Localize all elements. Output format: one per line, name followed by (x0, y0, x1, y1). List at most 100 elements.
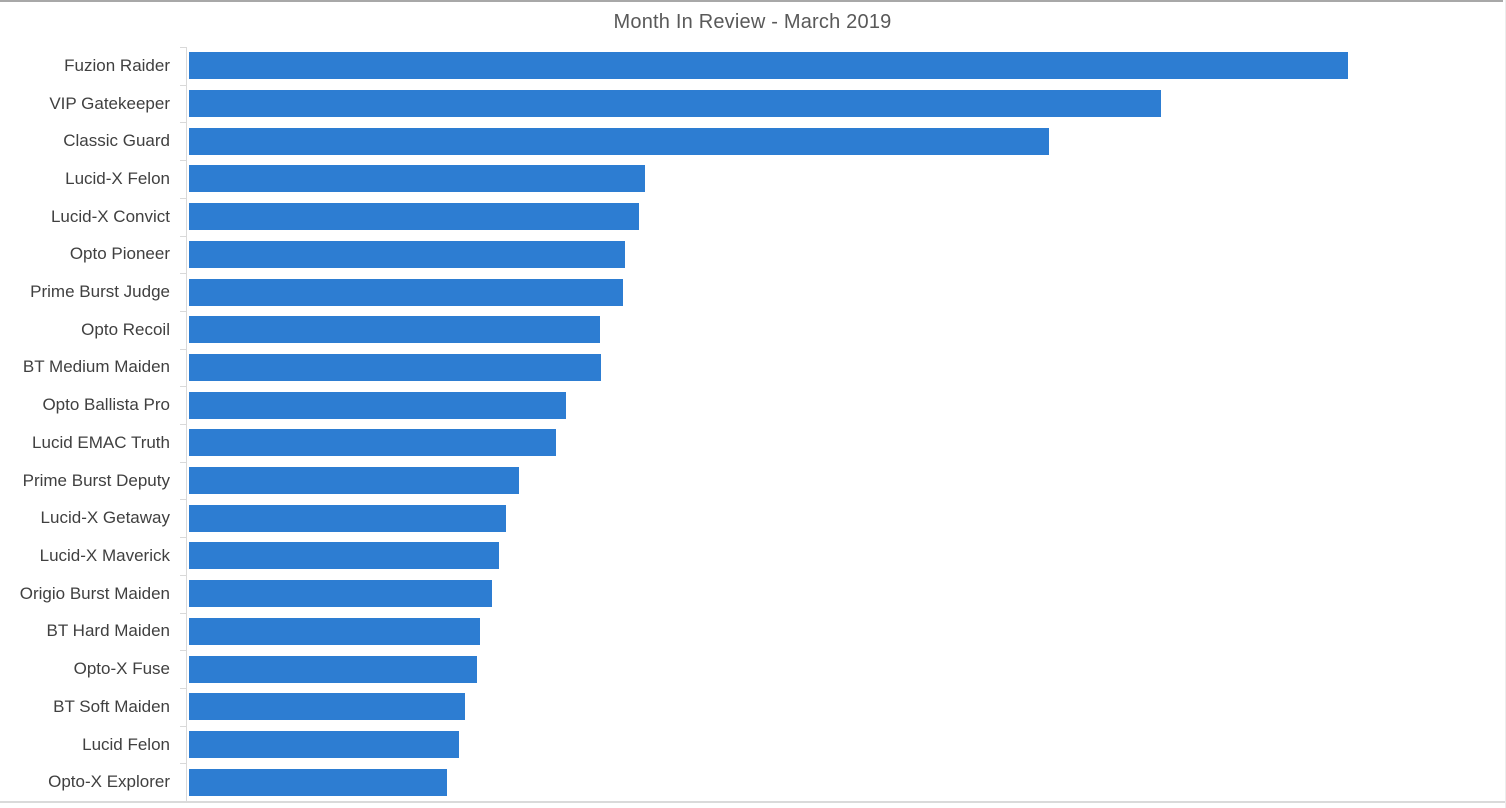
axis-tick (180, 537, 187, 539)
category-label: Classic Guard (63, 131, 170, 151)
category-label: Opto Ballista Pro (42, 395, 170, 415)
category-row: BT Hard Maiden (0, 612, 1505, 651)
axis-tick (180, 310, 187, 312)
plot-area: Fuzion Raider VIP Gatekeeper Classic Gua… (0, 47, 1505, 803)
axis-tick (180, 160, 187, 162)
category-label: Lucid EMAC Truth (32, 432, 170, 452)
category-label: Lucid-X Getaway (40, 508, 170, 528)
category-row: BT Medium Maiden (0, 348, 1505, 387)
category-row: Opto Recoil (0, 310, 1505, 349)
bar (189, 52, 1348, 80)
bar (189, 731, 459, 758)
category-label: Opto-X Explorer (48, 772, 170, 792)
bar (189, 127, 1049, 155)
category-row: Opto Ballista Pro (0, 386, 1505, 424)
category-label: BT Hard Maiden (46, 621, 170, 641)
category-label: Opto Recoil (81, 319, 170, 339)
bar-track (189, 349, 1505, 387)
axis-tick (180, 47, 187, 48)
bar-track (189, 311, 1505, 349)
chart-title: Month In Review - March 2019 (613, 11, 892, 33)
category-row: Lucid-X Felon (0, 160, 1505, 198)
category-label: Prime Burst Judge (30, 282, 170, 302)
bar (189, 429, 556, 457)
bar-track (189, 613, 1505, 651)
axis-tick (180, 687, 187, 689)
category-row: Lucid EMAC Truth (0, 424, 1505, 462)
axis-tick (180, 273, 187, 275)
bar (189, 617, 480, 645)
bar (189, 278, 623, 306)
category-row: BT Soft Maiden (0, 687, 1505, 726)
category-row: Lucid-X Getaway (0, 499, 1505, 537)
axis-tick (180, 386, 187, 388)
top-edge-line (0, 0, 1503, 2)
category-label: Prime Burst Deputy (22, 470, 170, 490)
category-row: Prime Burst Deputy (0, 461, 1505, 500)
bar-track (189, 462, 1505, 500)
bar (189, 768, 447, 796)
axis-tick (180, 235, 187, 237)
bar-track (189, 47, 1505, 85)
category-label: BT Medium Maiden (22, 357, 170, 377)
bar (189, 203, 639, 231)
axis-tick (180, 763, 187, 765)
bar-track (189, 160, 1505, 198)
bar (189, 90, 1161, 118)
category-label: Lucid-X Convict (50, 206, 170, 226)
bar-track (189, 575, 1505, 613)
category-label: Fuzion Raider (64, 55, 170, 75)
bar (189, 316, 600, 344)
category-row: Lucid-X Maverick (0, 537, 1505, 575)
bar-track (189, 236, 1505, 274)
category-row: Opto-X Fuse (0, 650, 1505, 688)
bar (189, 504, 506, 532)
category-label: Lucid Felon (82, 734, 170, 754)
axis-tick (180, 650, 187, 652)
bar-track (189, 386, 1505, 424)
bar (189, 353, 601, 381)
bar-track (189, 122, 1505, 160)
bar-track (189, 763, 1505, 801)
bar (189, 391, 566, 419)
axis-tick (180, 461, 187, 463)
category-row: VIP Gatekeeper (0, 84, 1505, 123)
bar (189, 580, 492, 608)
axis-tick (180, 122, 187, 124)
axis-tick (180, 424, 187, 426)
axis-tick (180, 84, 187, 86)
bar (189, 655, 477, 683)
category-row: Lucid Felon (0, 725, 1505, 764)
bar-track (189, 688, 1505, 726)
axis-tick (180, 499, 187, 501)
bar (189, 467, 519, 495)
category-label: Lucid-X Felon (65, 168, 170, 188)
category-row: Origio Burst Maiden (0, 574, 1505, 613)
category-label: Origio Burst Maiden (19, 583, 170, 603)
category-row: Fuzion Raider (0, 47, 1505, 85)
axis-tick (180, 725, 187, 727)
axis-tick (180, 197, 187, 199)
category-label: Opto-X Fuse (73, 659, 170, 679)
axis-tick (180, 574, 187, 576)
bottom-edge-line (0, 801, 1505, 803)
bar (189, 165, 645, 193)
category-row: Lucid-X Convict (0, 197, 1505, 236)
bar-track (189, 537, 1505, 575)
category-label: BT Soft Maiden (53, 696, 170, 716)
bar-track (189, 499, 1505, 537)
bar-track (189, 198, 1505, 236)
bar-track (189, 726, 1505, 764)
bar-track (189, 424, 1505, 462)
bar-track (189, 273, 1505, 311)
axis-tick (180, 348, 187, 350)
category-row: Opto-X Explorer (0, 763, 1505, 803)
category-row: Opto Pioneer (0, 235, 1505, 274)
bar (189, 542, 499, 570)
bar (189, 240, 625, 268)
category-label: VIP Gatekeeper (49, 93, 170, 113)
axis-tick (180, 612, 187, 614)
bar (189, 693, 465, 721)
category-row: Prime Burst Judge (0, 273, 1505, 311)
